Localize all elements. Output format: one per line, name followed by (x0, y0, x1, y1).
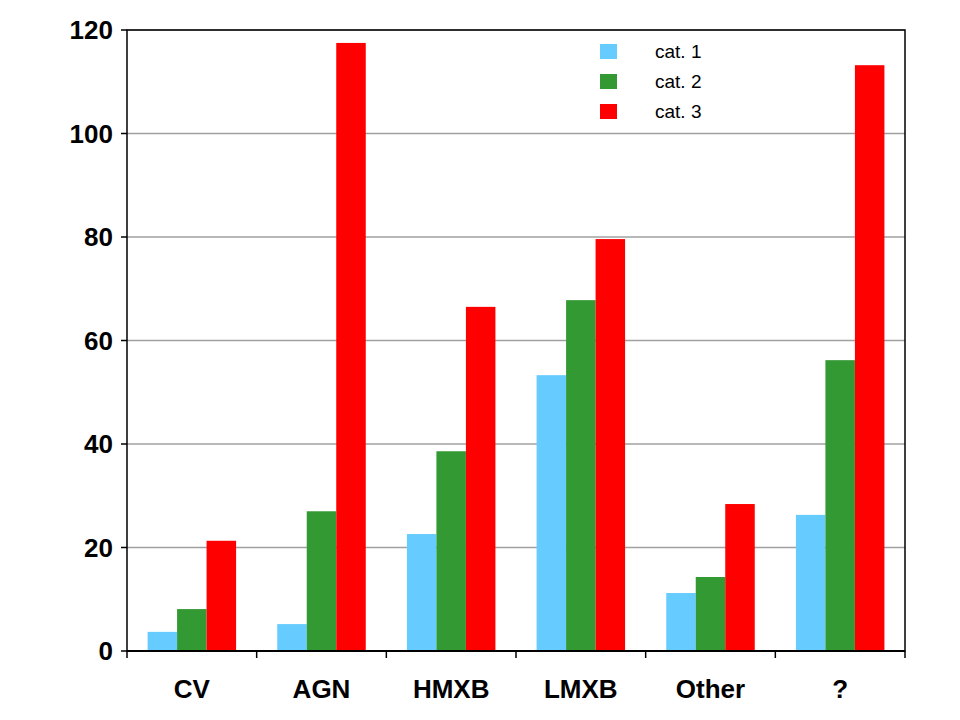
x-tick-label: CV (174, 674, 211, 704)
grid-line (127, 340, 905, 342)
legend-swatch (600, 74, 617, 89)
y-tick-label: 60 (84, 326, 113, 356)
x-tick-label: ? (832, 674, 848, 704)
bar (407, 534, 437, 651)
x-tick (386, 651, 388, 658)
bar (725, 504, 755, 651)
y-tick-label: 20 (84, 533, 113, 563)
y-tick-label: 0 (99, 636, 113, 666)
grid-line (127, 133, 905, 135)
y-tick (121, 443, 127, 445)
bar (277, 624, 307, 651)
chart-container: 0 20 40 60 80 100 120 CV AGN HMXB LMXB Other? cat. 1… (0, 0, 960, 720)
y-tick (121, 29, 127, 31)
legend-swatch (600, 44, 617, 59)
legend-label: cat. 2 (655, 71, 701, 92)
y-tick (121, 340, 127, 342)
x-tick (256, 651, 258, 658)
x-tick-label: LMXB (544, 674, 618, 704)
y-tick (121, 547, 127, 549)
bars (148, 43, 885, 651)
bar (796, 515, 826, 651)
legend-swatch (600, 104, 617, 119)
bar (825, 360, 855, 651)
bar (696, 577, 726, 651)
x-tick-label: HMXB (413, 674, 490, 704)
grid-line (127, 547, 905, 549)
bar (436, 451, 466, 651)
chart-svg: 0 20 40 60 80 100 120 CV AGN HMXB LMXB Other? cat. 1… (0, 0, 960, 720)
grid-line (127, 443, 905, 445)
bar (307, 511, 337, 651)
bar (207, 541, 237, 651)
x-tick (775, 651, 777, 658)
bar (855, 65, 885, 651)
bar (566, 300, 596, 651)
y-tick-label: 120 (70, 15, 113, 45)
legend-label: cat. 3 (655, 101, 701, 122)
bar (466, 307, 496, 651)
y-tick-label: 100 (70, 119, 113, 149)
x-tick-label: AGN (293, 674, 351, 704)
x-tick-label: Other (676, 674, 745, 704)
bar (537, 375, 567, 651)
bar (148, 632, 178, 651)
y-tick (121, 650, 127, 652)
plot-frame (127, 30, 905, 651)
background (0, 0, 960, 720)
grid-line (127, 236, 905, 238)
bar (177, 609, 207, 651)
x-tick (904, 651, 906, 658)
x-tick (126, 651, 128, 658)
x-tick (515, 651, 517, 658)
y-tick (121, 236, 127, 238)
y-tick-label: 40 (84, 429, 113, 459)
x-tick (645, 651, 647, 658)
y-tick-label: 80 (84, 222, 113, 252)
legend-label: cat. 1 (655, 41, 701, 62)
y-tick (121, 133, 127, 135)
bar (596, 239, 626, 651)
bar (666, 593, 696, 651)
bar (336, 43, 366, 651)
